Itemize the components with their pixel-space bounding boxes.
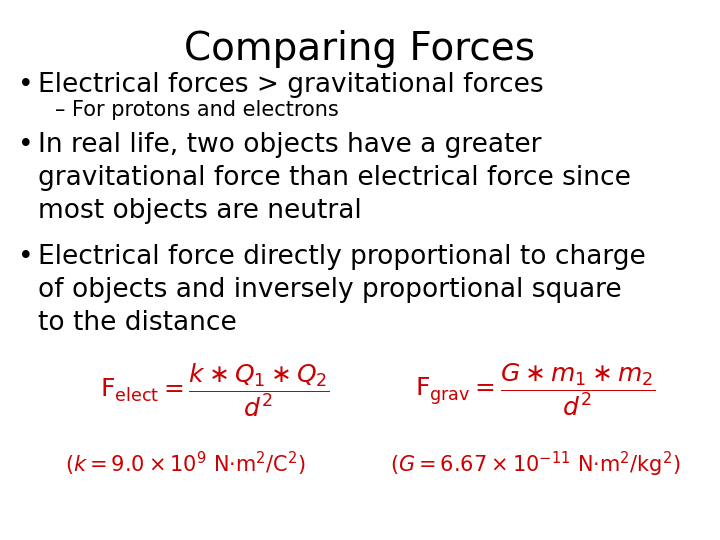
Text: Electrical forces > gravitational forces: Electrical forces > gravitational forces xyxy=(38,72,544,98)
Text: •: • xyxy=(18,132,34,158)
Text: Comparing Forces: Comparing Forces xyxy=(184,30,536,68)
Text: •: • xyxy=(18,244,34,270)
Text: – For protons and electrons: – For protons and electrons xyxy=(55,100,338,120)
Text: $\mathsf{F_{grav}}$$ = \dfrac{G \ast m_1 \ast m_2}{d^2}$: $\mathsf{F_{grav}}$$ = \dfrac{G \ast m_1… xyxy=(415,362,655,418)
Text: Electrical force directly proportional to charge
of objects and inversely propor: Electrical force directly proportional t… xyxy=(38,244,646,336)
Text: $(G = 6.67 \times 10^{-11}\ \mathsf{N{\cdot}m^2/ kg^2})$: $(G = 6.67 \times 10^{-11}\ \mathsf{N{\c… xyxy=(390,450,680,479)
Text: •: • xyxy=(18,72,34,98)
Text: $(k = 9.0 \times 10^9\ \mathsf{N{\cdot}m^2/C^2})$: $(k = 9.0 \times 10^9\ \mathsf{N{\cdot}m… xyxy=(65,450,306,478)
Text: $\mathsf{F_{elect}}$$ = \dfrac{k \ast Q_1 \ast Q_2}{d^2}$: $\mathsf{F_{elect}}$$ = \dfrac{k \ast Q_… xyxy=(100,362,330,420)
Text: In real life, two objects have a greater
gravitational force than electrical for: In real life, two objects have a greater… xyxy=(38,132,631,224)
